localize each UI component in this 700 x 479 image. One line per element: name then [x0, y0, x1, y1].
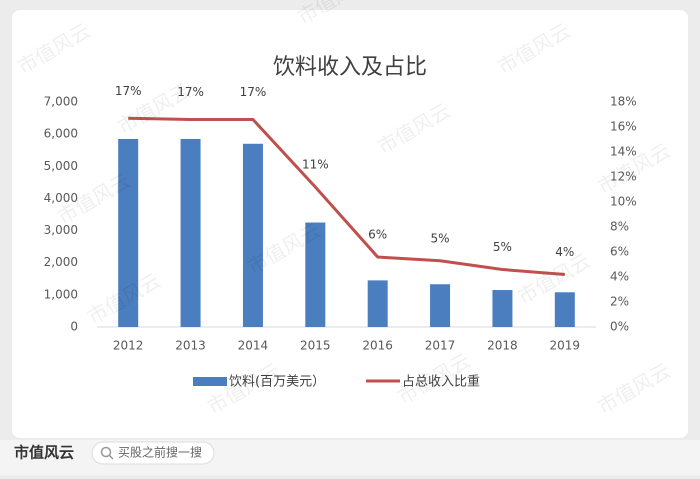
footer-logo: 市值风云 — [14, 444, 74, 462]
data-label: 5% — [493, 240, 512, 254]
bar — [367, 280, 388, 327]
y2-tick-label: 12% — [610, 170, 637, 184]
y2-tick-label: 14% — [610, 145, 637, 159]
data-label: 11% — [302, 158, 329, 172]
y-tick-label: 4,000 — [44, 191, 78, 205]
x-tick-label: 2014 — [238, 339, 269, 353]
y2-tick-label: 4% — [610, 270, 629, 284]
data-label: 17% — [240, 85, 267, 99]
x-tick-label: 2016 — [362, 339, 393, 353]
y2-tick-label: 16% — [610, 120, 637, 134]
search-icon — [108, 454, 114, 460]
bar — [305, 222, 326, 327]
data-label: 4% — [555, 245, 574, 259]
bar — [242, 143, 263, 327]
y2-tick-label: 0% — [610, 320, 629, 334]
x-tick-label: 2012 — [113, 339, 144, 353]
y2-tick-label: 10% — [610, 195, 637, 209]
y-tick-label: 0 — [70, 320, 78, 334]
x-tick-label: 2015 — [300, 339, 331, 353]
x-tick-label: 2017 — [425, 339, 456, 353]
bar — [180, 138, 201, 327]
x-tick-label: 2019 — [550, 339, 581, 353]
x-tick-label: 2013 — [175, 339, 206, 353]
legend-swatch — [193, 377, 227, 386]
line — [128, 116, 565, 276]
data-label: 17% — [177, 85, 204, 99]
data-label: 17% — [115, 84, 142, 98]
y-tick-label: 3,000 — [44, 223, 78, 237]
legend-label: 占总收入比重 — [402, 374, 480, 390]
y-tick-label: 6,000 — [44, 127, 78, 141]
y-tick-label: 1,000 — [44, 287, 78, 301]
data-label: 6% — [368, 228, 387, 242]
y-tick-label: 7,000 — [44, 95, 78, 109]
x-tick-label: 2018 — [487, 339, 518, 353]
search-icon — [100, 446, 112, 458]
y2-tick-label: 6% — [610, 245, 629, 259]
bar — [430, 284, 451, 327]
chart-title: 饮料收入及占比 — [273, 55, 427, 80]
bar — [492, 290, 513, 327]
y-tick-label: 5,000 — [44, 159, 78, 173]
bar — [554, 292, 575, 327]
y2-tick-label: 2% — [610, 295, 629, 309]
bar — [118, 138, 139, 327]
search-text: 买股之前搜一搜 — [118, 445, 202, 460]
y-tick-label: 2,000 — [44, 255, 78, 269]
y2-tick-label: 8% — [610, 220, 629, 234]
y2-tick-label: 18% — [610, 95, 637, 109]
data-label: 5% — [431, 231, 450, 245]
search-box[interactable] — [91, 441, 215, 465]
legend-label: 饮料(百万美元） — [229, 375, 325, 390]
